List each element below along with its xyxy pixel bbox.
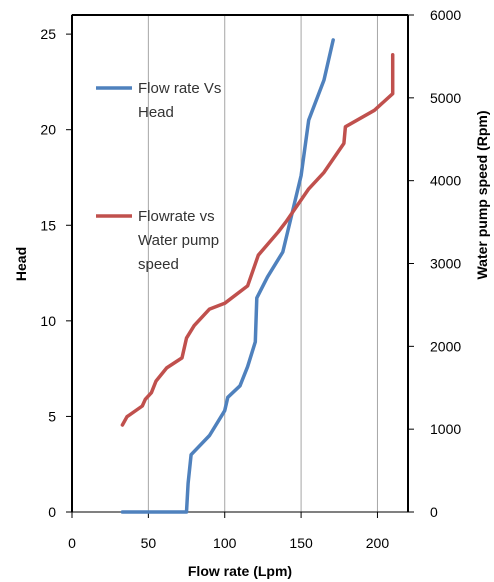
x-axis-title: Flow rate (Lpm) [188,563,292,579]
left-tick-label-4: 20 [40,122,56,138]
left-axis-ticks: 0 5 10 15 20 25 [40,26,72,520]
right-tick-label-3: 3000 [430,256,461,272]
left-tick-label-5: 25 [40,26,56,42]
series-layer [120,38,395,514]
y2-axis-title: Water pump speed (Rpm) [474,110,490,279]
legend: Flow rate Vs Head Flowrate vs Water pump spe… [96,80,221,273]
legend-label-1-0: Flowrate vs [138,208,215,225]
left-tick-label-0: 0 [48,504,56,520]
x-tick-label-1: 50 [141,535,157,551]
x-tick-label-3: 150 [289,535,313,551]
series-line-0 [120,38,335,514]
right-tick-label-4: 4000 [430,173,461,189]
y-axis-title: Head [13,247,29,281]
legend-label-1-2: speed [138,256,179,273]
x-axis-ticks: 0 50 100 150 200 [68,512,389,551]
right-tick-label-1: 1000 [430,421,461,437]
right-tick-label-2: 2000 [430,338,461,354]
legend-label-0-1: Head [138,104,174,121]
x-tick-label-0: 0 [68,535,76,551]
left-tick-label-2: 10 [40,313,56,329]
right-tick-label-6: 6000 [430,7,461,23]
x-tick-label-4: 200 [366,535,390,551]
left-tick-label-1: 5 [48,408,56,424]
right-tick-label-0: 0 [430,504,438,520]
x-tick-label-2: 100 [213,535,237,551]
legend-label-0-0: Flow rate Vs [138,80,221,97]
right-tick-label-5: 5000 [430,90,461,106]
gridlines [147,15,378,512]
right-axis-ticks: 0 1000 2000 3000 4000 5000 6000 [408,7,461,520]
series-line-1 [120,53,395,427]
left-tick-label-3: 15 [40,217,56,233]
legend-label-1-1: Water pump [138,232,219,249]
